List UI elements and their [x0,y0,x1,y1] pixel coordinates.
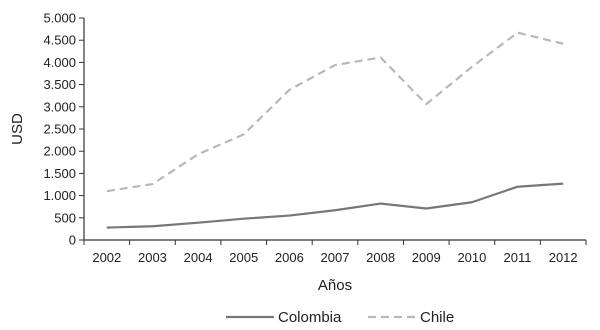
y-tick-label: 3.000 [43,99,76,114]
series-layer [106,31,564,229]
y-tick-group: 0 500 1.000 1.500 2.000 2.500 3.000 3.500 4.000 4… [43,11,84,248]
y-tick-label: 3.500 [43,77,76,92]
y-tick-label: 1.000 [43,188,76,203]
y-tick-label: 2.500 [43,122,76,137]
x-tick-label: 2005 [229,250,258,265]
y-axis-title: USD [9,113,26,145]
x-axis: 2002 2003 2004 2005 2006 2007 2008 2009 2010 2011… [83,239,587,265]
y-tick-label: 1.500 [43,166,76,181]
y-tick-label: 0 [69,233,76,248]
series-line-colombia [106,182,564,229]
y-axis: 0 500 1.000 1.500 2.000 2.500 3.000 3.500 4.000 4… [43,11,85,248]
x-tick-label: 2003 [138,250,167,265]
x-tick-label: 2008 [366,250,395,265]
x-axis-title: Años [318,277,352,294]
legend: Colombia Chile [226,309,454,326]
x-tick-label: 2002 [92,250,121,265]
x-tick-label: 2010 [457,250,486,265]
x-tick-label: 2009 [412,250,441,265]
series-line-chile [106,31,564,193]
legend-label-chile: Chile [420,309,454,326]
x-tick-label: 2011 [504,250,532,265]
x-tick-group: 2002 2003 2004 2005 2006 2007 2008 2009 2010 2011… [83,240,587,265]
y-tick-label: 5.000 [43,11,76,26]
y-tick-label: 2.000 [43,144,76,159]
y-tick-label: 4.000 [43,55,76,70]
x-tick-label: 2007 [321,250,350,265]
x-tick-label: 2012 [549,250,578,265]
x-tick-label: 2004 [184,250,213,265]
y-tick-label: 4.500 [43,33,76,48]
legend-label-colombia: Colombia [278,309,342,326]
y-tick-label: 500 [54,210,76,225]
x-tick-label: 2006 [275,250,304,265]
